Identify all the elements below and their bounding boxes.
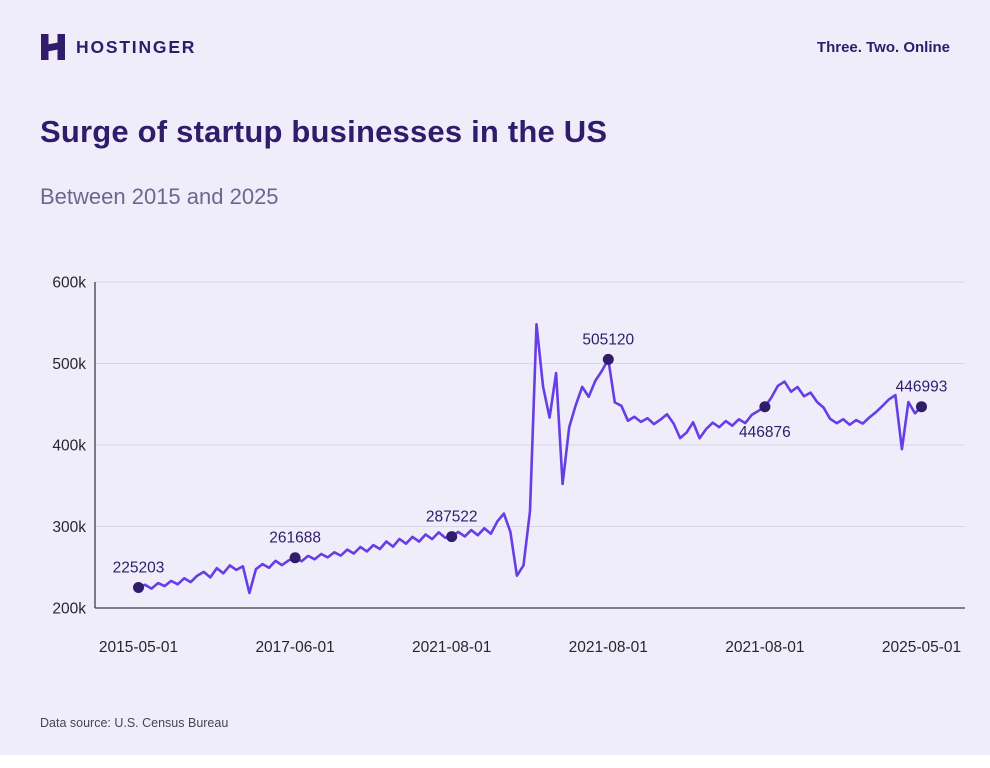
annotation-label: 446876 — [739, 424, 791, 441]
data-source-note: Data source: U.S. Census Bureau — [40, 716, 229, 730]
x-tick-label: 2021-08-01 — [725, 639, 804, 656]
x-tick-label: 2017-06-01 — [255, 639, 334, 656]
brand: HOSTINGER — [40, 34, 196, 60]
page-subtitle: Between 2015 and 2025 — [40, 184, 279, 209]
bottom-white-band — [0, 755, 990, 768]
x-tick-label: 2025-05-01 — [882, 639, 961, 656]
annotation-label: 287522 — [426, 509, 478, 526]
y-tick-label: 200k — [52, 601, 86, 618]
header: HOSTINGER Three. Two. Online — [0, 0, 990, 60]
data-point-marker — [602, 353, 614, 365]
y-tick-label: 400k — [52, 438, 86, 455]
data-point-marker — [446, 531, 458, 543]
x-tick-label: 2021-08-01 — [412, 639, 491, 656]
x-tick-label: 2021-08-01 — [569, 639, 648, 656]
brand-name: HOSTINGER — [76, 36, 197, 57]
y-tick-label: 300k — [52, 519, 86, 536]
brand-tagline: Three. Two. Online — [816, 38, 950, 56]
annotation-label: 261688 — [269, 530, 321, 547]
line-chart: 200k 300k 400k 500k 600k 2015-05-01 2017-06-01… — [40, 268, 990, 671]
y-tick-label: 500k — [52, 356, 86, 373]
data-point-marker — [759, 401, 771, 413]
data-point-marker — [289, 552, 301, 564]
chart-line — [137, 322, 923, 595]
annotation-label: 505120 — [582, 331, 634, 348]
data-point-marker — [916, 401, 927, 413]
page-title: Surge of startup businesses in the US — [40, 114, 608, 149]
x-tick-label: 2015-05-01 — [99, 639, 178, 656]
annotation-label: 225203 — [113, 559, 165, 576]
hostinger-h-logo-icon — [40, 34, 66, 60]
y-tick-label: 600k — [52, 275, 86, 292]
annotation-label: 446993 — [896, 379, 948, 396]
chart-svg: 200k 300k 400k 500k 600k 2015-05-01 2017-06-01… — [52, 275, 965, 656]
data-point-marker — [133, 581, 144, 593]
